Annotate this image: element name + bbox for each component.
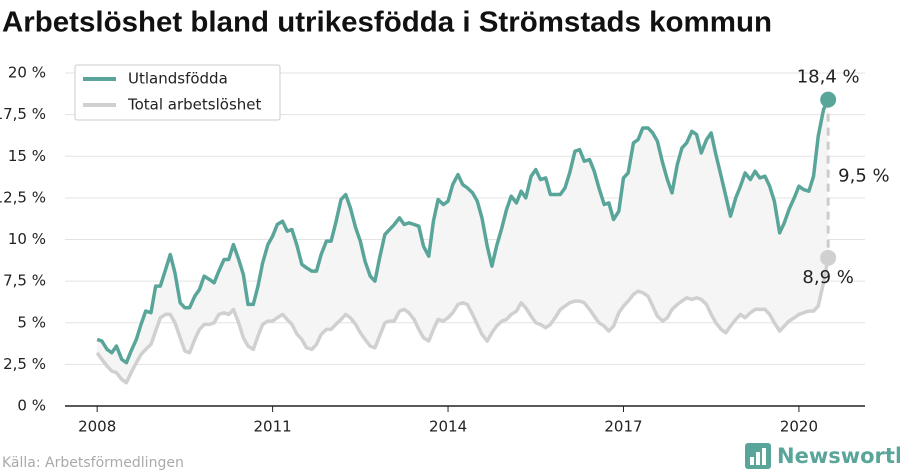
- logo-bar: [756, 452, 760, 465]
- x-tick-label: 2008: [78, 418, 116, 436]
- chart-title: Arbetslöshet bland utrikesfödda i Ströms…: [2, 7, 772, 39]
- end-label: 8,9 %: [802, 267, 853, 288]
- x-tick-label: 2020: [780, 418, 818, 436]
- end-point: [820, 91, 837, 108]
- legend: Utlandsfödda Total arbetslöshet: [74, 64, 281, 121]
- x-tick-label: 2017: [604, 418, 642, 436]
- logo-bar: [762, 448, 766, 465]
- x-tick-label: 2014: [429, 418, 467, 436]
- end-label: 18,4 %: [797, 67, 860, 88]
- series-line: [96, 98, 830, 365]
- y-tick-label: 20 %: [8, 64, 46, 82]
- end-point: [820, 249, 837, 266]
- y-tick-label: 17,5 %: [0, 105, 46, 123]
- y-tick-label: 5 %: [17, 313, 46, 331]
- legend-label: Total arbetslöshet: [127, 96, 262, 114]
- logo: Newsworthy: [745, 443, 900, 469]
- y-tick-label: 0 %: [17, 397, 46, 415]
- y-tick-label: 15 %: [8, 147, 46, 165]
- legend-box: [74, 64, 281, 121]
- legend-label: Utlandsfödda: [128, 70, 228, 88]
- y-tick-label: 2,5 %: [3, 355, 46, 373]
- y-tick-label: 7,5 %: [3, 272, 46, 290]
- series-line: [95, 257, 830, 385]
- brand: Newsworthy: [777, 444, 900, 468]
- gap-label: 9,5 %: [838, 166, 889, 187]
- y-tick-label: 10 %: [8, 230, 46, 248]
- y-tick-label: 12,5 %: [0, 188, 46, 206]
- source: Källa: Arbetsförmedlingen: [2, 455, 184, 471]
- logo-bar: [750, 457, 754, 465]
- band-fill: [97, 99, 829, 383]
- x-tick-label: 2011: [254, 418, 292, 436]
